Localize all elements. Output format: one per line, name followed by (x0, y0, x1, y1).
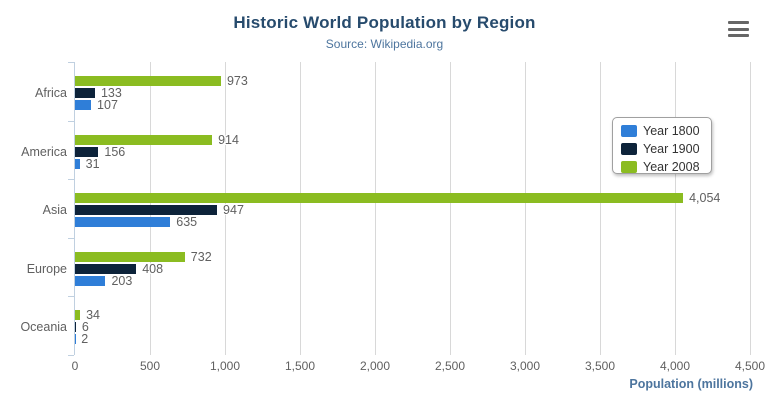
category-axis-line (74, 62, 75, 355)
category-axis-tick (68, 62, 74, 63)
x-axis-tick-label: 2,500 (434, 359, 466, 373)
bar-year-1900-africa[interactable] (75, 88, 95, 98)
legend-item-label: Year 1900 (643, 142, 700, 156)
bar-year-1800-europe[interactable] (75, 275, 106, 286)
category-axis-tick (68, 121, 74, 122)
bar-value-label: 635 (176, 215, 198, 230)
bar-value-label: 156 (104, 144, 126, 159)
x-axis-tick-label: 4,000 (659, 359, 691, 373)
bar-value-label: 203 (111, 273, 133, 288)
bar-value-label: 34 (86, 308, 100, 323)
x-axis-tick-label: 1,500 (284, 359, 316, 373)
bar-value-label: 732 (190, 249, 212, 264)
category-axis-tick (68, 355, 74, 356)
legend-item-year-1800[interactable]: Year 1800 (621, 122, 711, 140)
category-label: Africa (35, 86, 67, 100)
bar-value-label: 4,054 (689, 191, 721, 206)
gridline (599, 62, 601, 355)
bar-year-2008-africa[interactable] (75, 76, 221, 86)
x-axis-tick-label: 4,500 (734, 359, 766, 373)
x-axis-tick-label: 3,500 (584, 359, 616, 373)
bar-value-label: 914 (218, 132, 239, 147)
legend-item-label: Year 2008 (643, 160, 700, 174)
bar-year-1900-europe[interactable] (75, 263, 137, 274)
bar-value-label: 107 (97, 98, 118, 112)
x-axis-tick-label: 2,000 (359, 359, 391, 373)
bar-value-label: 2 (81, 332, 89, 347)
bar-year-2008-america[interactable] (75, 134, 213, 145)
legend-swatch-year-2008 (621, 161, 637, 173)
category-label: Oceania (20, 320, 67, 335)
gridline (524, 62, 526, 355)
legend: Year 1800 Year 1900 Year 2008 (612, 117, 712, 174)
bar-value-label: 947 (223, 203, 244, 218)
bar-value-label: 973 (226, 74, 248, 88)
gridline (674, 62, 676, 355)
bar-value-label: 133 (100, 86, 122, 100)
x-axis-tick-label: 0 (71, 359, 79, 373)
bar-year-2008-oceania[interactable] (75, 310, 81, 321)
category-axis-tick (68, 179, 74, 180)
x-axis-tick-label: 3,000 (509, 359, 541, 373)
hamburger-icon-line (728, 21, 749, 24)
gridline (299, 62, 301, 355)
x-axis-tick-label: 500 (139, 359, 161, 373)
bar-year-2008-europe[interactable] (75, 251, 185, 262)
x-axis-tick-label: 1,000 (209, 359, 241, 373)
export-menu-button[interactable] (728, 21, 749, 37)
hamburger-icon-line (728, 34, 749, 37)
bar-value-label: 31 (85, 156, 100, 171)
category-axis-tick (68, 238, 74, 239)
category-label: Asia (42, 203, 67, 218)
hamburger-icon-line (728, 27, 749, 31)
chart-subtitle: Source: Wikipedia.org (325, 37, 444, 51)
x-axis-title: Population (millions) (629, 377, 753, 391)
bar-year-1800-asia[interactable] (75, 217, 171, 228)
legend-swatch-year-1900 (621, 143, 637, 155)
chart-title: Historic World Population by Region (233, 13, 536, 32)
gridline (224, 62, 226, 355)
category-axis-tick (68, 296, 74, 297)
bar-year-1800-africa[interactable] (75, 100, 92, 110)
legend-swatch-year-1800 (621, 125, 637, 137)
gridline (449, 62, 451, 355)
bar-year-1900-oceania[interactable] (75, 322, 76, 333)
gridline (749, 62, 751, 355)
legend-item-label: Year 1800 (643, 124, 700, 138)
bar-year-2008-asia[interactable] (75, 193, 684, 204)
category-label: Europe (26, 261, 67, 276)
category-label: America (21, 144, 67, 159)
bar-year-1900-asia[interactable] (75, 205, 218, 216)
legend-item-year-2008[interactable]: Year 2008 (621, 158, 711, 176)
legend-item-year-1900[interactable]: Year 1900 (621, 140, 711, 158)
bar-value-label: 6 (81, 320, 89, 335)
bar-value-label: 408 (142, 261, 164, 276)
bar-year-1800-america[interactable] (75, 158, 80, 169)
gridline (374, 62, 376, 355)
bar-year-1900-america[interactable] (75, 146, 99, 157)
